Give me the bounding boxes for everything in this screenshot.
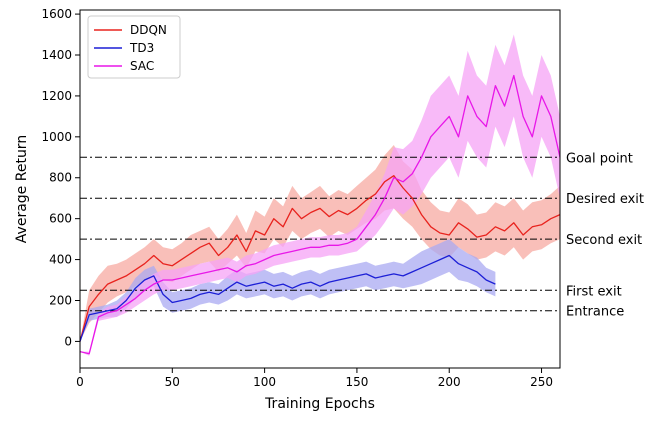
legend-label: SAC <box>130 59 154 73</box>
y-axis-title: Average Return <box>14 135 30 243</box>
y-tick-label: 1600 <box>41 7 72 21</box>
reference-line-label: Goal point <box>566 151 633 166</box>
legend-label: TD3 <box>129 41 154 55</box>
legend: DDQN TD3 SAC <box>87 15 181 79</box>
x-tick-label: 0 <box>76 375 84 389</box>
y-tick-label: 1000 <box>41 130 72 144</box>
y-tick-label: 0 <box>64 334 72 348</box>
y-tick-label: 1200 <box>41 89 72 103</box>
x-tick-label: 200 <box>438 375 461 389</box>
series-line <box>79 254 496 342</box>
series-line <box>79 175 561 342</box>
legend-label: DDQN <box>130 23 167 37</box>
y-tick-label: 1400 <box>41 48 72 62</box>
x-tick-label: 50 <box>165 375 180 389</box>
y-tick-label: 400 <box>49 253 72 267</box>
x-axis-title: Training Epochs <box>264 396 375 412</box>
y-tick-label: 200 <box>49 293 72 307</box>
series-line <box>79 74 561 355</box>
x-tick-label: 100 <box>253 375 276 389</box>
reference-line-label: First exit <box>566 284 622 299</box>
confidence-band <box>80 239 496 342</box>
x-tick-label: 250 <box>530 375 553 389</box>
y-tick-label: 800 <box>49 171 72 185</box>
reference-line-label: Second exit <box>566 233 642 248</box>
x-tick-label: 150 <box>345 375 368 389</box>
legend-box <box>87 15 181 79</box>
y-tick-label: 600 <box>49 212 72 226</box>
reference-line-label: Desired exit <box>566 192 644 207</box>
reference-line-label: Entrance <box>566 305 624 320</box>
confidence-band <box>80 145 560 342</box>
confidence-band <box>80 34 560 356</box>
plot-frame <box>79 9 561 369</box>
